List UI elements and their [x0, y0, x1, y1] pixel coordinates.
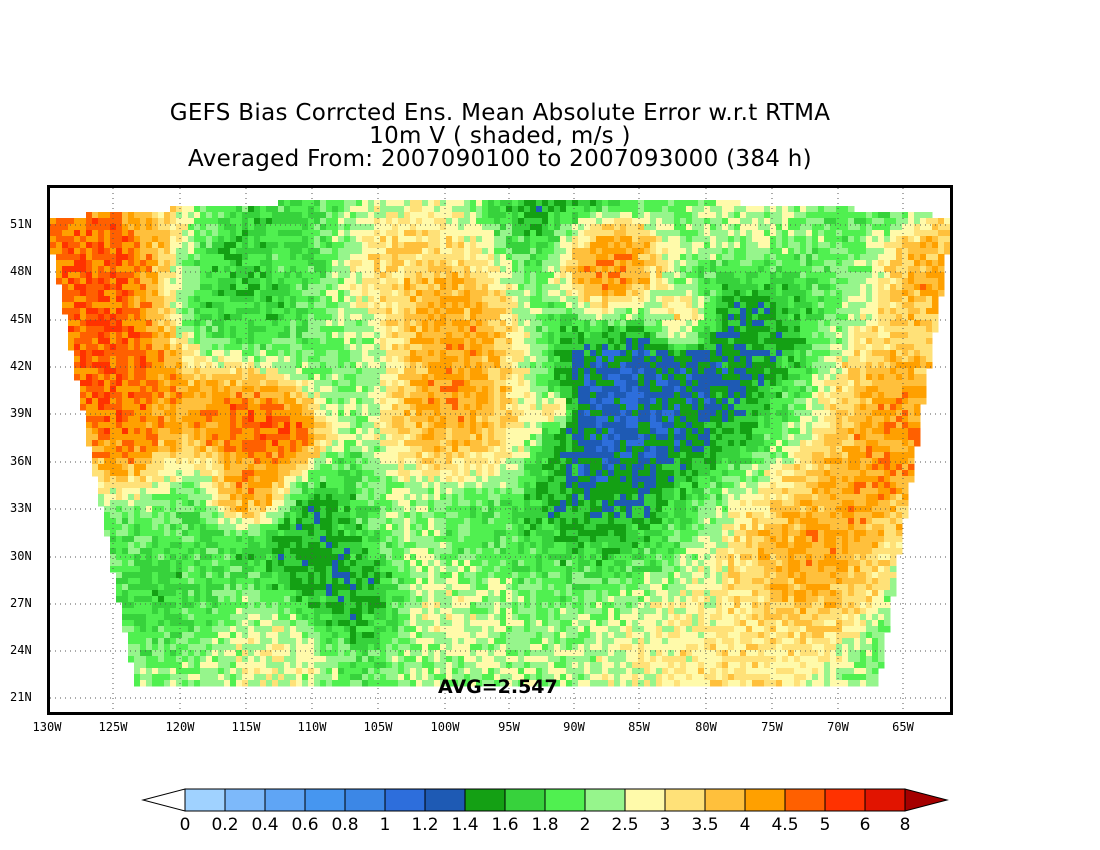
map-panel	[47, 185, 953, 715]
colorbar-tick-label: 2.5	[611, 815, 639, 835]
lon-tick-label: 95W	[498, 720, 520, 734]
title-line-1: GEFS Bias Corrcted Ens. Mean Absolute Er…	[169, 100, 831, 126]
lon-tick-label: 110W	[297, 720, 327, 734]
lat-tick-label: 21N	[10, 690, 32, 704]
lon-tick-label: 90W	[563, 720, 585, 734]
colorbar-tick-label: 1.4	[451, 815, 479, 835]
colorbar-tick-label: 0.8	[331, 815, 359, 835]
colorbar-bin	[544, 788, 586, 812]
lon-tick-label: 125W	[98, 720, 128, 734]
lat-tick-label: 36N	[10, 454, 32, 468]
colorbar-tick-label: 3.5	[691, 815, 719, 835]
lat-tick-label: 48N	[10, 264, 32, 278]
colorbar-bin	[344, 788, 386, 812]
colorbar-bin	[224, 788, 266, 812]
colorbar-tick-label: 6	[859, 815, 871, 835]
lon-tick-label: 120W	[165, 720, 195, 734]
colorbar-tick-label: 0.4	[251, 815, 279, 835]
lat-tick-label: 24N	[10, 643, 32, 657]
colorbar-bin	[784, 788, 826, 812]
title-line-2: 10m V ( shaded, m/s )	[369, 123, 631, 149]
colorbar-bin	[384, 788, 426, 812]
colorbar-under-triangle	[141, 788, 186, 812]
lon-tick-label: 100W	[430, 720, 460, 734]
average-label: AVG=2.547	[438, 676, 558, 698]
colorbar-bin	[184, 788, 226, 812]
colorbar-tick-label: 1.6	[491, 815, 519, 835]
colorbar-tick-label: 8	[899, 815, 911, 835]
colorbar-tick-label: 1.2	[411, 815, 439, 835]
error-field-map	[50, 188, 950, 712]
colorbar-bin	[864, 788, 906, 812]
lon-tick-label: 75W	[761, 720, 783, 734]
shaded-error-field	[50, 200, 950, 687]
lat-tick-label: 42N	[10, 359, 32, 373]
lon-tick-label: 105W	[363, 720, 393, 734]
lon-tick-label: 70W	[827, 720, 849, 734]
colorbar-bin	[264, 788, 306, 812]
colorbar-tick-label: 0	[179, 815, 191, 835]
colorbar-tick-label: 5	[819, 815, 831, 835]
colorbar-bin	[424, 788, 466, 812]
lat-tick-label: 27N	[10, 596, 32, 610]
map-title: GEFS Bias Corrcted Ens. Mean Absolute Er…	[150, 102, 850, 171]
lat-tick-label: 39N	[10, 406, 32, 420]
colorbar-tick-label: 3	[659, 815, 671, 835]
title-line-3: Averaged From: 2007090100 to 2007093000 …	[188, 146, 812, 172]
colorbar-tick-label: 4.5	[771, 815, 799, 835]
lon-tick-label: 80W	[695, 720, 717, 734]
colorbar-tick-label: 0.2	[211, 815, 239, 835]
colorbar-tick-label: 1	[379, 815, 391, 835]
colorbar-tick-label: 1.8	[531, 815, 559, 835]
graticule	[50, 188, 950, 712]
colorbar	[141, 788, 949, 812]
lat-tick-label: 30N	[10, 549, 32, 563]
lat-tick-label: 51N	[10, 217, 32, 231]
colorbar-bin	[584, 788, 626, 812]
colorbar-bin	[704, 788, 746, 812]
colorbar-tick-label: 4	[739, 815, 751, 835]
colorbar-tick-label: 2	[579, 815, 591, 835]
colorbar-over-triangle	[904, 788, 949, 812]
lat-tick-label: 33N	[10, 501, 32, 515]
colorbar-bin	[744, 788, 786, 812]
lon-tick-label: 65W	[892, 720, 914, 734]
lat-tick-label: 45N	[10, 312, 32, 326]
colorbar-tick-label: 0.6	[291, 815, 319, 835]
colorbar-bin	[464, 788, 506, 812]
colorbar-bin	[824, 788, 866, 812]
lon-tick-label: 115W	[231, 720, 261, 734]
colorbar-bin	[664, 788, 706, 812]
lon-tick-label: 85W	[628, 720, 650, 734]
colorbar-bin	[624, 788, 666, 812]
colorbar-bin	[304, 788, 346, 812]
colorbar-bin	[504, 788, 546, 812]
lon-tick-label: 130W	[32, 720, 62, 734]
